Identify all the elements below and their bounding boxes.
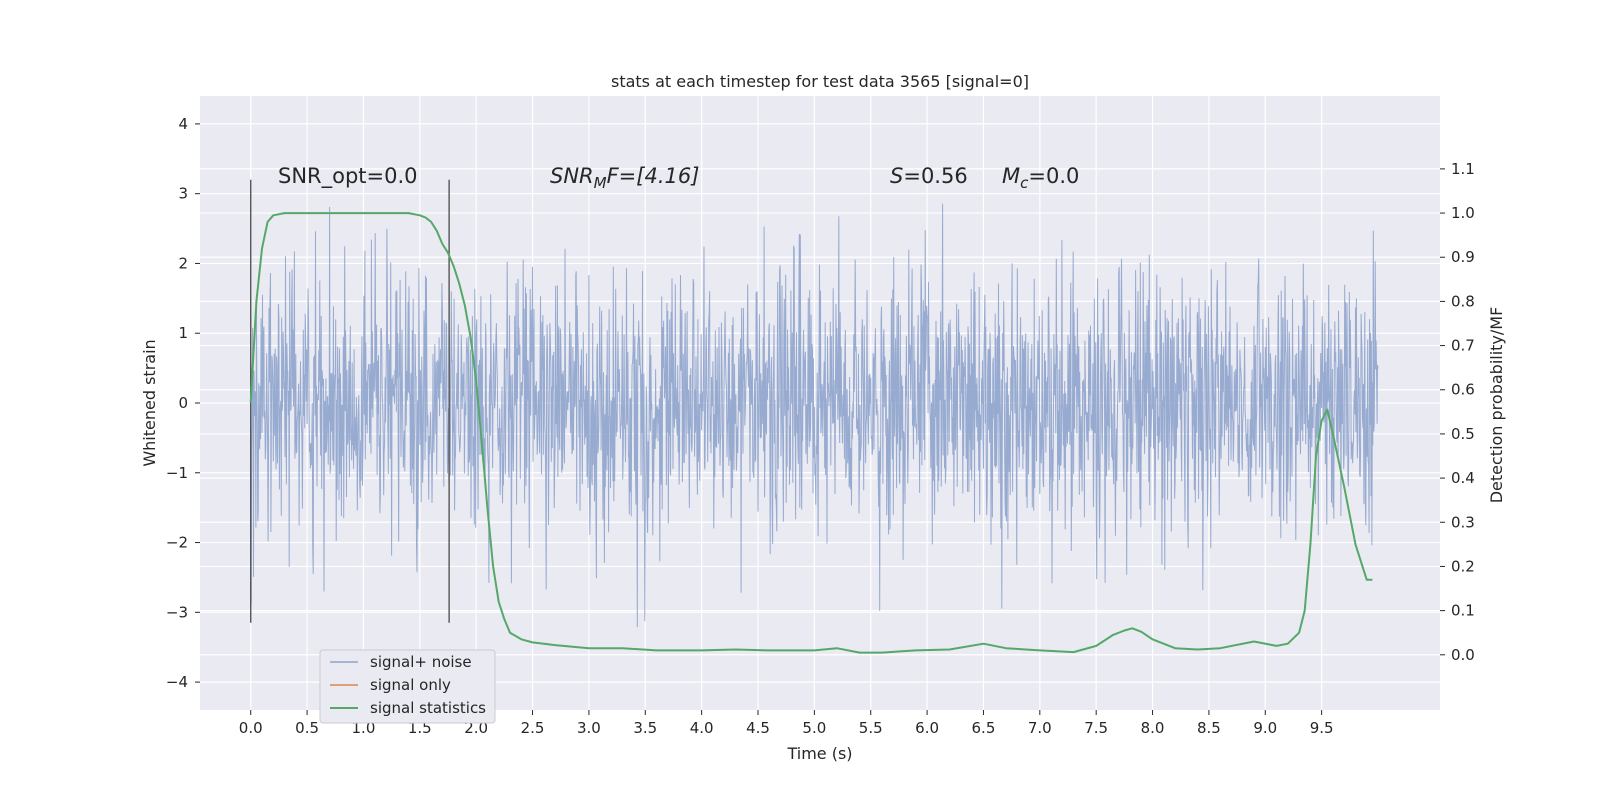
signal-statistics-line-group	[249, 212, 1373, 654]
x-tick-label: 3.5	[633, 719, 657, 737]
x-tick-label: 0.5	[295, 719, 319, 737]
y2-tick-label: 1.0	[1451, 204, 1475, 222]
y-tick-label: −4	[166, 673, 188, 691]
x-tick-label: 4.0	[690, 719, 714, 737]
x-tick-label: 7.5	[1084, 719, 1108, 737]
signal-noise-line	[250, 203, 1379, 628]
y-axis-label: Whitened strain	[140, 339, 159, 466]
x-tick-label: 8.0	[1141, 719, 1165, 737]
chart-title: stats at each timestep for test data 356…	[611, 72, 1029, 91]
signal-statistics-line	[249, 212, 1373, 654]
annotation-mc-sub: c	[1020, 174, 1029, 192]
annotation-mc-main: M	[1002, 164, 1020, 188]
x-tick-label: 2.5	[521, 719, 545, 737]
annotation-snr-mf: SNRMF=[4.16]	[550, 164, 699, 192]
x-tick-label: 0.0	[239, 719, 263, 737]
y2-tick-label: 0.5	[1451, 425, 1475, 443]
x-tick-label: 7.0	[1028, 719, 1052, 737]
y2-tick-label: 0.6	[1451, 381, 1475, 399]
y2-tick-label: 0.4	[1451, 469, 1475, 487]
annotation-snr-mf-rest: F=[4.16]	[607, 164, 700, 188]
legend-label-signal-only: signal only	[370, 676, 451, 694]
annotation-mc: Mc=0.0	[1002, 164, 1079, 192]
x-tick-label: 8.5	[1197, 719, 1221, 737]
y-tick-label: 3	[178, 185, 188, 203]
x-tick-label: 5.0	[802, 719, 826, 737]
legend: signal+ noise signal only signal statist…	[319, 649, 496, 724]
y-tick-label: 0	[178, 394, 188, 412]
x-axis-label: Time (s)	[786, 744, 852, 763]
y-tick-label: 2	[178, 254, 188, 272]
y2-tick-label: 0.9	[1451, 248, 1475, 266]
legend-label-signal-noise: signal+ noise	[370, 653, 472, 671]
annotation-s: S=0.56	[890, 164, 968, 188]
legend-label-signal-statistics: signal statistics	[370, 699, 486, 717]
legend-box	[319, 649, 496, 724]
annotation-snr-mf-sub: M	[594, 174, 607, 192]
y2-tick-label: 0.1	[1451, 602, 1475, 620]
annotation-snr-mf-main: SNR	[550, 164, 594, 188]
annotation-s-rest: =0.56	[903, 164, 967, 188]
x-tick-label: 6.0	[915, 719, 939, 737]
y2-axis-label: Detection probability/MF	[1487, 307, 1506, 504]
x-tick-label: 9.5	[1310, 719, 1334, 737]
x-tick-label: 3.0	[577, 719, 601, 737]
annotation-s-main: S	[890, 164, 903, 188]
y-tick-label: 4	[178, 115, 188, 133]
annotation-snr-opt: SNR_opt=0.0	[278, 164, 418, 189]
x-tick-label: 5.5	[859, 719, 883, 737]
annotation-mc-rest: =0.0	[1028, 164, 1079, 188]
x-tick-label: 6.5	[972, 719, 996, 737]
signal-noise-trace	[250, 203, 1379, 628]
x-tick-label: 4.5	[746, 719, 770, 737]
y2-tick-label: 0.3	[1451, 513, 1475, 531]
y2-tick-label: 0.2	[1451, 557, 1475, 575]
y2-tick-label: 0.8	[1451, 292, 1475, 310]
y-tick-label: 1	[178, 324, 188, 342]
y-tick-label: −1	[166, 464, 188, 482]
y2-tick-label: 1.1	[1451, 160, 1475, 178]
y-tick-label: −3	[166, 603, 188, 621]
y2-tick-label: 0.7	[1451, 337, 1475, 355]
x-tick-label: 9.0	[1253, 719, 1277, 737]
y-tick-label: −2	[166, 534, 188, 552]
y2-tick-label: 0.0	[1451, 646, 1475, 664]
